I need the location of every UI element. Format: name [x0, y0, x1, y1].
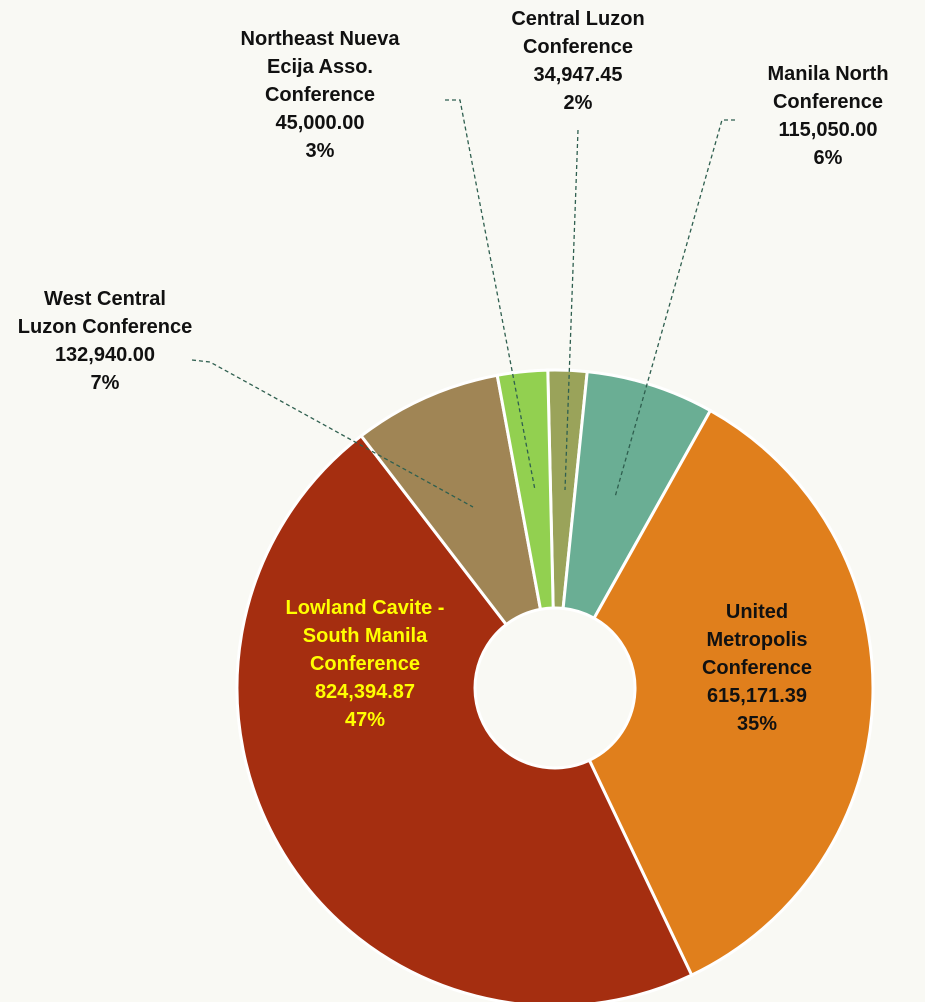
value-label: 35% [736, 713, 778, 735]
category-label: Lowland Cavite - South Manila Conference [285, 597, 445, 675]
category-label: Northeast Nueva Ecija Asso. Conference [240, 28, 400, 106]
donut-slice [359, 373, 543, 627]
category-label: West Central Luzon Conference [17, 288, 193, 338]
data-label: Northeast Nueva Ecija Asso. Conference 45… [215, 25, 425, 165]
donut-slice [587, 408, 875, 978]
value-label: 34,947.45 [533, 64, 623, 86]
donut-slice [495, 368, 555, 612]
leader-line [614, 119, 735, 498]
value-label: 132,940.00 [54, 344, 156, 366]
leader-line [191, 359, 474, 508]
data-label: Central Luzon Conference 34,947.45 2% [498, 5, 658, 117]
value-label: 824,394.87 [314, 681, 416, 703]
value-label: 2% [563, 92, 593, 114]
value-label: 7% [90, 372, 120, 394]
value-label: 45,000.00 [275, 112, 365, 134]
data-label: United Metropolis Conference 615,171.39 35… [687, 598, 827, 738]
value-label: 47% [344, 709, 386, 731]
category-label: Central Luzon Conference [511, 8, 645, 58]
donut-slice [235, 433, 694, 1002]
category-label: United Metropolis Conference [701, 601, 813, 679]
value-label: 115,050.00 [778, 119, 878, 141]
value-label: 3% [305, 140, 335, 162]
value-label: 6% [813, 147, 843, 169]
data-label: Manila North Conference 115,050.00 6% [748, 60, 908, 172]
leader-line [445, 99, 536, 491]
value-label: 615,171.39 [706, 685, 808, 707]
data-label: West Central Luzon Conference 132,940.00 7… [18, 285, 193, 397]
data-label: Lowland Cavite - South Manila Conference… [258, 594, 473, 734]
category-label: Manila North Conference [767, 63, 889, 113]
